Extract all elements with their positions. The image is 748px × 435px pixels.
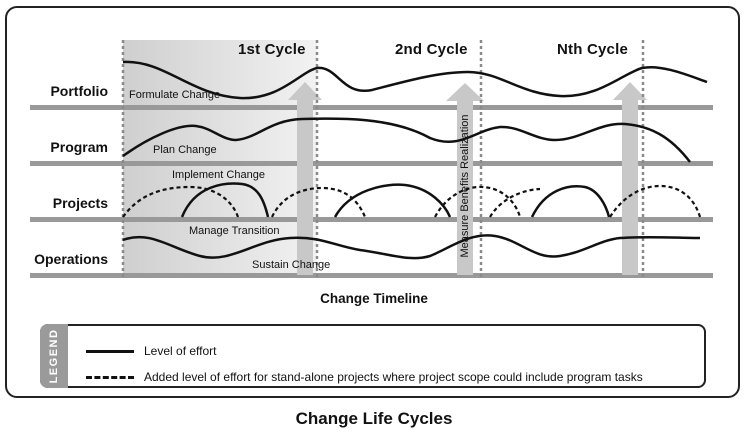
project-added-effort-2 xyxy=(271,186,367,218)
first-cycle-shading xyxy=(123,40,317,278)
implement-change-label: Implement Change xyxy=(172,169,265,181)
project-effort-curve-2 xyxy=(333,183,452,218)
figure-caption: Change Life Cycles xyxy=(295,409,453,428)
legend-row-dashed: Added level of effort for stand-alone pr… xyxy=(86,369,643,385)
portfolio-effort-curve xyxy=(122,60,708,100)
project-effort-curve-3 xyxy=(530,185,611,218)
change-timeline-label: Change Timeline xyxy=(320,291,428,306)
lane-band-projects xyxy=(30,217,713,222)
manage-transition-label: Manage Transition xyxy=(189,225,280,237)
operations-effort-curve xyxy=(122,234,701,260)
lane-label-portfolio: Portfolio xyxy=(50,83,108,99)
legend-solid-text: Level of effort xyxy=(144,344,217,358)
lane-band-portfolio xyxy=(30,105,713,110)
lane-label-projects: Projects xyxy=(52,195,108,211)
dashed-line-swatch xyxy=(86,375,134,379)
plan-change-label: Plan Change xyxy=(153,144,217,156)
cycle-label-2: 2nd Cycle xyxy=(395,41,468,58)
lane-band-program xyxy=(30,161,713,166)
measure-arrow xyxy=(446,83,484,275)
benefit-arrow-1 xyxy=(288,82,322,275)
legend-tab: LEGEND xyxy=(40,324,68,388)
legend-box: LEGEND Level of effort Added level of ef… xyxy=(40,324,706,388)
legend-tab-label: LEGEND xyxy=(48,328,60,384)
cycle-label-nth: Nth Cycle xyxy=(557,41,628,58)
solid-line-swatch xyxy=(86,349,134,353)
project-added-effort-1 xyxy=(122,185,240,218)
project-added-effort-3 xyxy=(434,185,522,218)
project-added-effort-5 xyxy=(609,184,702,218)
project-effort-curve-1 xyxy=(180,182,270,218)
program-effort-curve xyxy=(122,117,691,163)
project-added-effort-4 xyxy=(489,187,541,218)
legend-dashed-text: Added level of effort for stand-alone pr… xyxy=(144,370,643,384)
formulate-change-label: Formulate Change xyxy=(129,89,221,101)
lane-label-program: Program xyxy=(50,139,108,155)
cycle-label-1: 1st Cycle xyxy=(238,41,306,58)
lane-band-operations xyxy=(30,273,713,278)
legend-row-solid: Level of effort xyxy=(86,343,217,359)
benefit-arrow-3 xyxy=(613,82,647,275)
sustain-change-label: Sustain Change xyxy=(252,259,331,271)
measure-benefits-label: Measure Benefits Realization xyxy=(459,114,471,258)
lane-label-operations: Operations xyxy=(34,251,108,267)
